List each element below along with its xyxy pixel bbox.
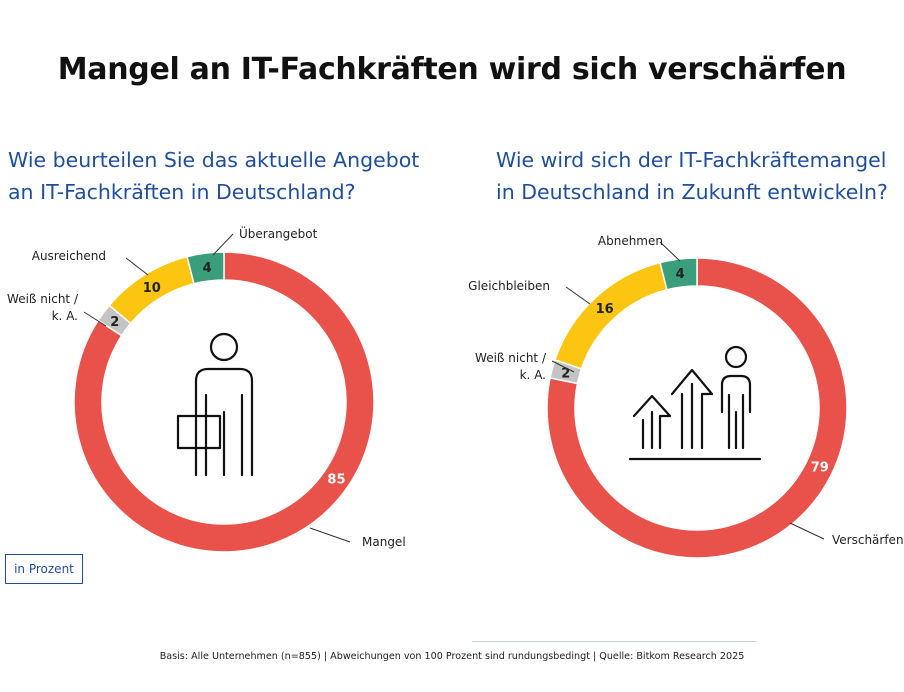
donut-chart-2: 79 Verschärfen 2 Weiß nicht / k. A. 16 Gleichb…: [468, 234, 904, 559]
chart-2-slice-1: [546, 257, 848, 559]
chart-2-slice-1-value-label: 79: [811, 460, 829, 475]
chart-2-slice-4: [659, 257, 698, 291]
chart-1-slice-1-value-label: 85: [327, 472, 345, 487]
chart-1-slice-4-value-label: 4: [203, 261, 212, 276]
chart-2-slice-3-value-label: 16: [596, 302, 614, 317]
chart-1-slice-3-value-label: 10: [143, 281, 161, 296]
business-person-icon: [176, 332, 254, 477]
unit-label-box: in Prozent: [5, 554, 83, 584]
chart-2-slice-2-category-label-line-2: k. A.: [520, 368, 546, 382]
chart-2-slice-2-leader-line: [551, 360, 575, 373]
chart-1-slice-1: [73, 251, 375, 553]
chart-1-question-line-2: an IT-Fachkräften in Deutschland?: [8, 180, 356, 204]
chart-1-slice-3-category-label: Ausreichend: [32, 249, 106, 263]
chart-2-slice-4-leader-line: [659, 241, 681, 262]
chart-2-slice-4-value-label: 4: [676, 267, 685, 282]
footer-divider: [472, 641, 756, 642]
chart-1-slice-1-category-label: Mangel: [362, 535, 406, 549]
chart-2-question: Wie wird sich der IT-Fachkräftemangel in…: [496, 144, 904, 208]
chart-2-question-line-1: Wie wird sich der IT-Fachkräftemangel: [496, 148, 887, 172]
chart-2-slice-2-value-label: 2: [561, 366, 570, 381]
chart-1-slice-2-category-label: Weiß nicht /: [7, 292, 79, 306]
chart-1-slice-4: [186, 251, 225, 285]
chart-2-slice-1-leader-line: [789, 522, 825, 540]
chart-2-slice-3-category-label: Gleichbleiben: [468, 279, 550, 293]
chart-2-slice-1-category-label: Verschärfen: [832, 533, 904, 547]
chart-1-question: Wie beurteilen Sie das aktuelle Angebot …: [8, 144, 448, 208]
chart-1-slice-4-category-label: Überangebot: [239, 225, 318, 241]
growth-arrows-person-icon: [628, 345, 762, 461]
chart-1-slice-2-category-label-line-2: k. A.: [52, 309, 78, 323]
chart-1-slice-3-leader-line: [125, 257, 149, 276]
chart-1-slice-2-value-label: 2: [110, 315, 119, 330]
chart-2-slice-3-leader-line: [565, 286, 591, 305]
donut-chart-1: 85 Mangel 2 Weiß nicht / k. A. 10 Ausreichend 4…: [7, 225, 406, 553]
chart-2-slice-2-category-label: Weiß nicht /: [475, 351, 547, 365]
chart-1-slice-1-leader-line: [309, 527, 351, 543]
source-footnote: Basis: Alle Unternehmen (n=855) | Abweic…: [159, 651, 745, 662]
chart-2-slice-4-category-label: Abnehmen: [598, 234, 663, 248]
chart-1-question-line-1: Wie beurteilen Sie das aktuelle Angebot: [8, 148, 420, 172]
page-title: Mangel an IT-Fachkräften wird sich versc…: [57, 52, 847, 87]
chart-1-slice-4-leader-line: [212, 233, 234, 256]
chart-2-question-line-2: in Deutschland in Zukunft entwickeln?: [496, 180, 888, 204]
chart-1-slice-2-leader-line: [83, 311, 107, 327]
